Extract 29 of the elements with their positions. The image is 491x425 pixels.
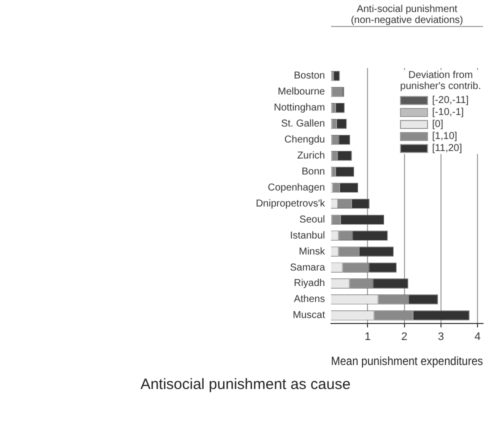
y-tick-label: Minsk (298, 246, 326, 258)
y-tick-label: Muscat (292, 310, 326, 322)
y-tick-label: Dnipropetrovs'k (256, 198, 326, 210)
y-tick-label: Melbourne (278, 86, 326, 98)
y-tick-label: Bonn (302, 166, 325, 178)
y-tick-label: Copenhagen (268, 182, 325, 194)
x-tick-label: 2 (401, 331, 408, 344)
text: Antisocial punishment as cause (139, 376, 352, 393)
y-tick-label: Boston (294, 70, 325, 82)
legend-label: [0] (432, 118, 444, 130)
y-tick-label: Samara (290, 262, 326, 274)
y-tick-label: Riyadh (294, 278, 325, 290)
legend-title: Deviation from punisher's contrib. (400, 70, 481, 92)
x-tick-label: 1 (364, 331, 371, 344)
x-tick-label: 3 (438, 331, 444, 344)
y-tick-label: Istanbul (290, 230, 325, 242)
y-tick-label: Zurich (297, 150, 325, 162)
y-tick-label: Athens (294, 294, 325, 306)
legend-label: [-10,-1] (432, 106, 464, 118)
y-tick-label: Chengdu (284, 134, 325, 146)
chart-title: Anti-social punishment (non-negative deviations) (331, 4, 483, 27)
x-axis-title: Mean punishment expenditures (331, 356, 484, 368)
y-tick-label: Seoul (299, 214, 325, 226)
legend-label: [-20,-11] (432, 94, 469, 106)
y-tick-label: Nottingham (274, 102, 325, 114)
legend-label: [11,20] (432, 142, 462, 154)
x-tick-label: 4 (474, 331, 481, 344)
y-tick-label: St. Gallen (281, 118, 325, 130)
legend-label: [1,10] (432, 130, 458, 142)
